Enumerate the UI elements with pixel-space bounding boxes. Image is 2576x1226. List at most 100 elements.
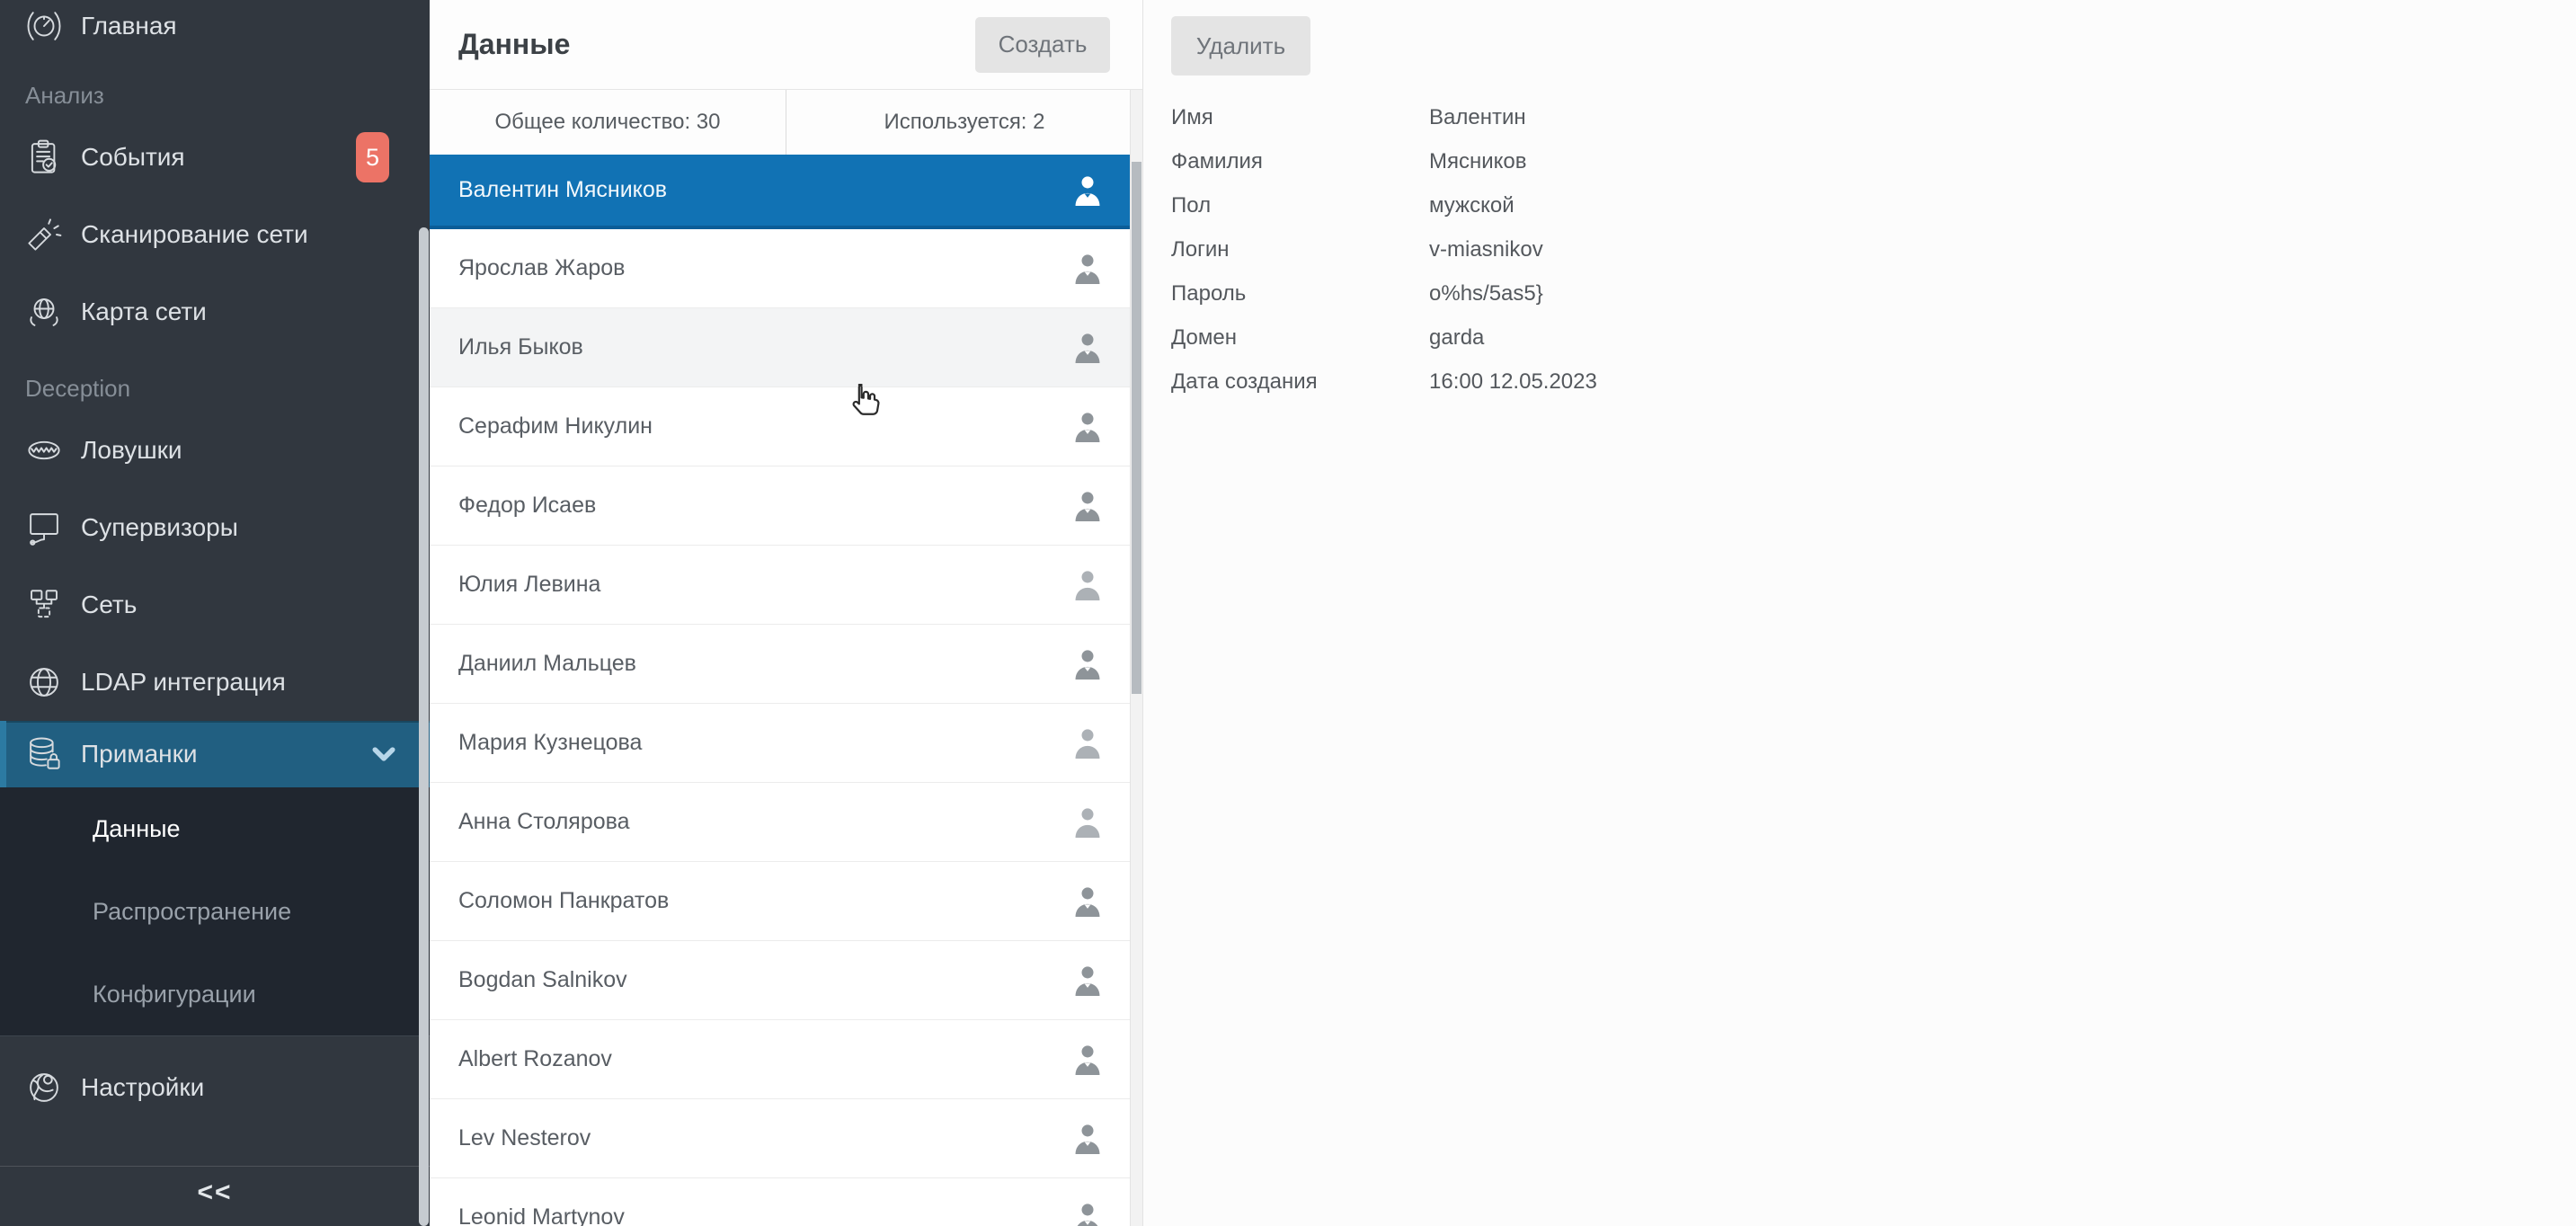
- female-user-icon: [1072, 568, 1103, 602]
- user-name: Илья Быков: [458, 334, 583, 360]
- detail-field: Имя Валентин: [1171, 95, 2576, 139]
- flashlight-icon: [23, 214, 65, 255]
- sidebar-item-ldap-integratsiya[interactable]: LDAP интеграция: [0, 644, 430, 721]
- sidebar-collapse-button[interactable]: <<: [0, 1166, 430, 1218]
- list-item[interactable]: Bogdan Salnikov: [430, 941, 1130, 1020]
- list-item[interactable]: Мария Кузнецова: [430, 704, 1130, 783]
- data-list-panel: Данные Создать Общее количество: 30 Испо…: [430, 0, 1143, 1226]
- sidebar-item-glavnaya[interactable]: Главная: [0, 0, 430, 52]
- male-user-icon: [1072, 1201, 1103, 1226]
- list-item[interactable]: Юлия Левина: [430, 546, 1130, 625]
- sidebar-item-lovushki[interactable]: Ловушки: [0, 412, 430, 489]
- detail-field: Пароль o%hs/5as5}: [1171, 271, 2576, 315]
- field-value: Валентин: [1429, 104, 1526, 129]
- male-user-icon: [1072, 1122, 1103, 1156]
- sidebar-item-nastroyki[interactable]: Настройки: [0, 1049, 430, 1126]
- primanki-submenu: Данные Распространение Конфигурации: [0, 787, 430, 1036]
- sidebar-subitem-rasprostranenie[interactable]: Распространение: [93, 897, 292, 925]
- list-item[interactable]: Илья Быков: [430, 308, 1130, 387]
- list-item[interactable]: Lev Nesterov: [430, 1099, 1130, 1178]
- sidebar-nav: Главная Анализ События 5 Сканирование сети Ка…: [0, 0, 430, 1218]
- sidebar-scrollbar[interactable]: [419, 227, 429, 1226]
- globe-icon: [23, 662, 65, 703]
- stat-used-count: Используется: 2: [786, 90, 1142, 155]
- create-button[interactable]: Создать: [975, 16, 1110, 73]
- monitor-icon: [23, 507, 65, 548]
- field-value: garda: [1429, 324, 1485, 350]
- gauge-icon: [23, 5, 65, 47]
- user-name: Leonid Martynov: [458, 1204, 625, 1226]
- user-name: Мария Кузнецова: [458, 730, 643, 755]
- list-stats: Общее количество: 30 Используется: 2: [430, 90, 1142, 155]
- list-item[interactable]: Валентин Мясников: [430, 155, 1130, 229]
- settings-icon: [23, 1067, 65, 1108]
- male-user-icon: [1072, 489, 1103, 523]
- male-user-icon: [1072, 647, 1103, 681]
- sidebar-item-karta-seti[interactable]: Карта сети: [0, 273, 430, 351]
- male-user-icon: [1072, 884, 1103, 919]
- male-user-icon: [1072, 173, 1103, 208]
- user-name: Соломон Панкратов: [458, 888, 670, 913]
- sidebar: Главная Анализ События 5 Сканирование сети Ка…: [0, 0, 430, 1226]
- detail-field: Пол мужской: [1171, 183, 2576, 227]
- user-name: Валентин Мясников: [458, 177, 668, 202]
- detail-fields: Имя Валентин Фамилия Мясников Пол мужской Логи…: [1171, 95, 2576, 404]
- field-label: Пол: [1171, 192, 1212, 218]
- list-scrollbar-thumb[interactable]: [1132, 162, 1141, 694]
- list-header: Данные Создать: [430, 0, 1142, 90]
- male-user-icon: [1072, 1043, 1103, 1077]
- detail-field: Дата создания 16:00 12.05.2023: [1171, 360, 2576, 404]
- list-item[interactable]: Федор Исаев: [430, 466, 1130, 546]
- female-user-icon: [1072, 726, 1103, 760]
- sidebar-item-skanirovanie-seti[interactable]: Сканирование сети: [0, 196, 430, 273]
- sidebar-item-supervizory[interactable]: Супервизоры: [0, 489, 430, 566]
- field-label: Дата создания: [1171, 369, 1318, 394]
- trap-icon: [23, 430, 65, 471]
- female-user-icon: [1072, 805, 1103, 840]
- user-name: Анна Столярова: [458, 809, 630, 834]
- field-value: Мясников: [1429, 148, 1527, 173]
- list-item[interactable]: Анна Столярова: [430, 783, 1130, 862]
- user-list: Валентин Мясников Ярослав Жаров Илья Быков…: [430, 155, 1130, 1226]
- sidebar-item-primanki[interactable]: Приманки: [0, 721, 430, 787]
- male-user-icon: [1072, 410, 1103, 444]
- user-name: Bogdan Salnikov: [458, 967, 627, 992]
- field-value: 16:00 12.05.2023: [1429, 369, 1597, 394]
- sidebar-section-analiz: Анализ: [25, 81, 104, 109]
- user-name: Федор Исаев: [458, 493, 597, 518]
- list-item[interactable]: Даниил Мальцев: [430, 625, 1130, 704]
- sidebar-item-set[interactable]: Сеть: [0, 566, 430, 644]
- list-item[interactable]: Albert Rozanov: [430, 1020, 1130, 1099]
- male-user-icon: [1072, 964, 1103, 998]
- male-user-icon: [1072, 252, 1103, 286]
- chevron-down-icon: [372, 747, 395, 762]
- user-name: Lev Nesterov: [458, 1125, 591, 1150]
- delete-button[interactable]: Удалить: [1171, 16, 1310, 76]
- network-nodes-icon: [23, 584, 65, 626]
- field-label: Имя: [1171, 104, 1213, 129]
- page-title: Данные: [458, 28, 571, 60]
- user-name: Серафим Никулин: [458, 413, 653, 439]
- list-item[interactable]: Ярослав Жаров: [430, 229, 1130, 308]
- detail-field: Логин v-miasnikov: [1171, 227, 2576, 271]
- detail-field: Фамилия Мясников: [1171, 139, 2576, 183]
- list-scrollbar[interactable]: [1130, 90, 1142, 1226]
- notification-badge: 5: [356, 132, 389, 182]
- field-label: Домен: [1171, 324, 1237, 350]
- stat-total-count: Общее количество: 30: [494, 110, 721, 134]
- user-name: Ярослав Жаров: [458, 255, 626, 280]
- sidebar-subitem-dannye[interactable]: Данные: [93, 814, 181, 842]
- user-name: Даниил Мальцев: [458, 651, 636, 676]
- sidebar-section-deception: Deception: [25, 374, 131, 402]
- network-map-icon: [23, 291, 65, 333]
- sidebar-item-sobytiya[interactable]: События 5: [0, 119, 430, 196]
- list-item[interactable]: Leonid Martynov: [430, 1178, 1130, 1226]
- database-lock-icon: [23, 733, 65, 775]
- sidebar-subitem-konfiguratsii[interactable]: Конфигурации: [93, 980, 256, 1008]
- field-value: v-miasnikov: [1429, 236, 1543, 262]
- list-item[interactable]: Соломон Панкратов: [430, 862, 1130, 941]
- field-value: o%hs/5as5}: [1429, 280, 1543, 306]
- field-value: мужской: [1429, 192, 1515, 218]
- list-item[interactable]: Серафим Никулин: [430, 387, 1130, 466]
- user-name: Albert Rozanov: [458, 1046, 612, 1071]
